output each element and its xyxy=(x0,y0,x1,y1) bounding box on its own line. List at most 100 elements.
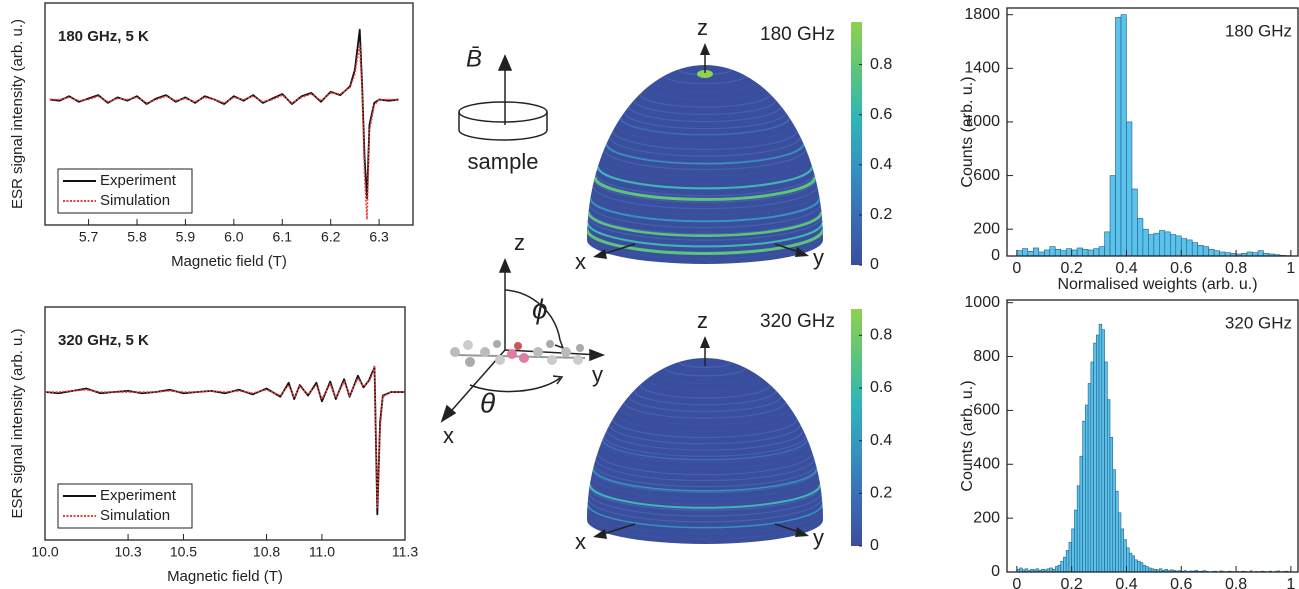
colorbar-tick-label: 0.6 xyxy=(870,379,892,396)
stripe xyxy=(639,93,771,108)
legend-box xyxy=(57,168,193,214)
y-tick-label: 400 xyxy=(973,455,1000,472)
phi-label: ϕ xyxy=(532,293,548,324)
y-tick-label: 0 xyxy=(991,247,1000,264)
bar xyxy=(1142,228,1149,257)
stripe xyxy=(595,173,815,197)
bar xyxy=(1126,121,1133,257)
stripe xyxy=(615,124,795,144)
legend-label: Simulation xyxy=(100,507,170,524)
bar xyxy=(1063,556,1067,573)
bar xyxy=(1071,528,1075,573)
arrow-head xyxy=(795,247,809,257)
colorbar-tick-label: 0.4 xyxy=(870,432,892,449)
stripe xyxy=(599,161,811,184)
arrow-head xyxy=(497,54,513,71)
bar xyxy=(1093,342,1097,573)
sample-sketch xyxy=(458,54,548,141)
y-axis-label: ESR signal intensity (arb. u.) xyxy=(9,328,26,518)
x-tick-label: 10.5 xyxy=(170,544,197,560)
stripe xyxy=(595,458,815,482)
pole-cap xyxy=(697,70,713,78)
stripe xyxy=(664,367,746,377)
bar xyxy=(1257,250,1264,257)
stripe xyxy=(592,185,818,210)
x-tick-label: 1 xyxy=(1286,576,1295,589)
arrow-head xyxy=(700,43,710,55)
x-tick-label: 5.9 xyxy=(176,229,196,245)
stripe xyxy=(678,361,732,368)
stripe xyxy=(623,112,787,130)
plot-frame xyxy=(1006,7,1299,257)
colorbar-tick-label: 0.2 xyxy=(870,206,892,223)
disk-top xyxy=(458,101,548,123)
y-tick-label: 1800 xyxy=(964,6,1000,23)
stripe xyxy=(628,106,782,123)
panel-title: 320 GHz xyxy=(760,311,835,332)
arrow-head xyxy=(593,529,607,539)
bar xyxy=(1213,250,1220,257)
stripe xyxy=(587,509,823,535)
stripe xyxy=(587,229,823,255)
bar xyxy=(1106,399,1111,573)
y-tick-label: 1000 xyxy=(964,113,1000,130)
y-tick-label: 200 xyxy=(973,509,1000,526)
stripe xyxy=(615,412,795,432)
x-tick-label: 10.0 xyxy=(31,544,58,560)
stripe xyxy=(623,401,787,419)
bar xyxy=(1131,188,1138,257)
stripe xyxy=(603,148,807,171)
bar xyxy=(1153,232,1160,257)
bar xyxy=(1076,247,1083,257)
bar xyxy=(1065,550,1070,573)
bar xyxy=(1191,242,1199,257)
molecule xyxy=(450,340,586,367)
bar xyxy=(1033,247,1040,257)
bar xyxy=(1197,244,1204,257)
bar xyxy=(1085,404,1089,573)
colorbar xyxy=(851,22,862,265)
y-tick-label: 200 xyxy=(973,220,1000,237)
arrow-head xyxy=(795,527,809,537)
colorbar-tick-label: 0.4 xyxy=(870,156,892,173)
y-tick-label: 600 xyxy=(973,167,1000,184)
bar xyxy=(1104,231,1111,257)
y-axis-label: Counts (arb. u.) xyxy=(959,76,976,187)
stripe xyxy=(588,204,822,229)
stripe xyxy=(619,117,791,136)
bar xyxy=(1104,361,1108,573)
x-tick-label: 0.4 xyxy=(1115,576,1137,589)
bar xyxy=(1087,383,1092,573)
x-tick-label: 5.8 xyxy=(127,229,147,245)
bar xyxy=(1098,323,1103,573)
stripe xyxy=(619,407,791,426)
y-tick-label: 800 xyxy=(973,348,1000,365)
y-tick-label: 1400 xyxy=(964,60,1000,77)
bar xyxy=(1175,235,1182,257)
x-tick-label: 11.3 xyxy=(392,544,418,560)
stripe xyxy=(587,222,823,248)
theta-label: θ xyxy=(480,387,495,418)
bar xyxy=(1120,14,1127,257)
bar xyxy=(1071,249,1078,257)
stripe xyxy=(639,384,771,399)
y-tick-label: 600 xyxy=(973,402,1000,419)
sphere-y-label: y xyxy=(813,245,824,270)
arrow-head xyxy=(593,249,607,259)
bar xyxy=(1170,234,1177,257)
bar xyxy=(1087,249,1094,257)
legend-label: Experiment xyxy=(100,487,177,504)
stripe xyxy=(588,484,822,509)
bar xyxy=(1101,329,1105,573)
stripe xyxy=(589,481,821,506)
bar xyxy=(1137,218,1144,257)
bar xyxy=(1202,246,1209,257)
x-tick-label: 1 xyxy=(1286,260,1295,277)
stripe xyxy=(603,435,807,457)
stripe xyxy=(587,503,823,529)
stripe xyxy=(606,430,804,451)
bar xyxy=(1139,562,1144,573)
bar xyxy=(1186,239,1193,257)
bar xyxy=(1060,250,1067,257)
